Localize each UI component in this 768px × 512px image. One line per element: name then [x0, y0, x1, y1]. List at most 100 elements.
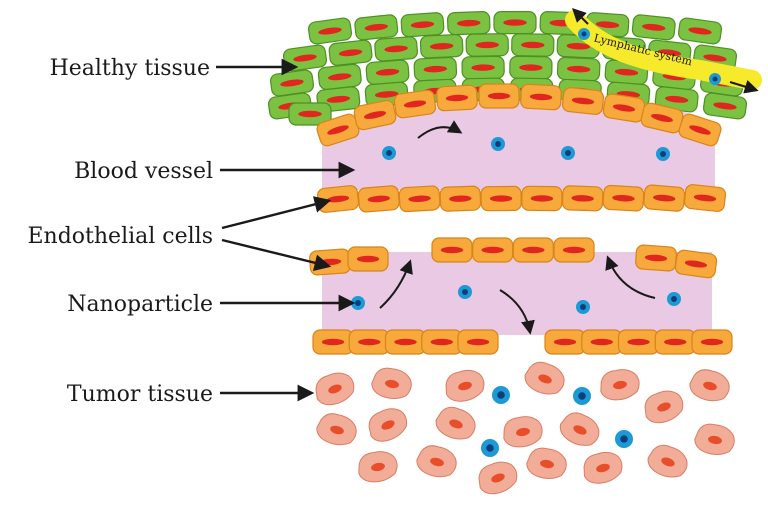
- nanoparticle: [492, 386, 510, 404]
- tumor-cell: [524, 361, 565, 395]
- endothelial-cell: [635, 244, 677, 272]
- endothelial-cells: [309, 83, 733, 355]
- flow-arrow-into-gap: [379, 259, 413, 309]
- tumor-cell: [445, 369, 485, 402]
- tumor-cell: [503, 416, 543, 448]
- healthy-cell: [509, 55, 553, 80]
- label-nanoparticle: Nanoparticle: [67, 292, 213, 317]
- healthy-cell: [400, 12, 445, 38]
- nanoparticle: [491, 137, 505, 151]
- endothelial-cell: [457, 329, 499, 355]
- tumor-cell: [315, 372, 355, 406]
- tumor-cell: [368, 408, 408, 442]
- healthy-cell: [465, 33, 509, 57]
- endothelial-cell: [561, 185, 604, 212]
- endothelial-cell: [553, 237, 595, 263]
- endothelial-cell: [683, 184, 727, 212]
- flow-arrows: [379, 120, 656, 335]
- endothelial-cell: [421, 329, 463, 355]
- nanoparticle: [578, 28, 590, 40]
- label-endothelial-cells: Endothelial cells: [27, 224, 213, 249]
- endothelial-cell: [357, 185, 400, 213]
- endothelial-cell: [643, 184, 686, 212]
- healthy-cell: [677, 17, 723, 45]
- healthy-cell: [269, 69, 315, 97]
- nanoparticle: [458, 285, 472, 299]
- flow-arrow-right: [605, 255, 656, 299]
- endothelial-cell: [439, 185, 482, 212]
- endothelial-cell: [544, 329, 586, 355]
- label-blood-vessel: Blood vessel: [74, 159, 213, 184]
- endothelial-cell: [398, 185, 441, 213]
- healthy-cell: [307, 17, 353, 45]
- endothelial-cell: [478, 83, 520, 109]
- healthy-cell: [511, 33, 555, 57]
- endothelial-cell: [353, 99, 397, 131]
- lymphatic-flow-arrow-up: [572, 8, 589, 25]
- endothelial-cell: [472, 237, 514, 263]
- endothelial-cell: [561, 87, 605, 115]
- healthy-cell: [288, 102, 332, 126]
- tumor-cell: [371, 367, 412, 399]
- label-arrows: [216, 58, 356, 402]
- healthy-cell: [702, 92, 748, 120]
- tumor-cell: [526, 447, 567, 479]
- endothelial-cell: [393, 89, 437, 119]
- endothelial-cell: [678, 113, 722, 147]
- tumor-cell: [644, 390, 684, 424]
- healthy-cell: [365, 59, 410, 85]
- label-healthy-tissue: Healthy tissue: [50, 56, 210, 81]
- healthy-cell: [419, 34, 464, 59]
- nanoparticle: [615, 430, 633, 448]
- tumor-cell: [358, 451, 398, 483]
- flow-arrow-extravasation: [499, 289, 535, 335]
- endothelial-cell: [654, 329, 696, 355]
- nanoparticle: [709, 73, 721, 85]
- endothelial-cell: [312, 329, 354, 355]
- tumor-cell: [647, 444, 688, 478]
- nanoparticle: [351, 296, 365, 310]
- nanoparticle: [382, 146, 396, 160]
- endothelial-cell: [347, 246, 389, 272]
- healthy-cell: [556, 56, 601, 82]
- tumor-cell: [478, 461, 518, 495]
- endothelial-cell: [316, 185, 360, 213]
- arrow-endothelial-upper: [221, 196, 332, 230]
- endothelial-cell: [436, 84, 478, 112]
- tumor-cell: [559, 412, 600, 446]
- healthy-cell: [413, 56, 458, 82]
- endothelial-cell: [521, 185, 563, 212]
- tumor-cell: [316, 413, 357, 446]
- nanoparticle: [561, 146, 575, 160]
- nanoparticle: [667, 292, 681, 306]
- endothelial-cell: [348, 329, 390, 355]
- endothelial-cell: [520, 83, 562, 111]
- healthy-cell: [447, 11, 491, 36]
- endothelial-cell: [617, 329, 660, 355]
- tumor-tissue: [315, 361, 735, 495]
- endothelial-cell: [431, 237, 473, 263]
- upper-vessel-lumen: [322, 99, 715, 190]
- healthy-tissue: [267, 11, 748, 126]
- healthy-cell: [328, 39, 373, 66]
- tumor-cell: [689, 369, 730, 402]
- healthy-cell: [374, 36, 418, 62]
- nanoparticle: [656, 147, 670, 161]
- nanoparticle: [573, 387, 591, 405]
- tumor-cell: [600, 369, 640, 401]
- healthy-cell: [631, 14, 676, 41]
- endothelial-cell: [480, 185, 522, 212]
- arrow-endothelial-lower: [221, 238, 332, 271]
- label-tumor-tissue: Tumor tissue: [67, 382, 213, 407]
- endothelial-cell: [674, 249, 718, 279]
- healthy-cell: [461, 55, 505, 80]
- endothelial-cell: [602, 184, 645, 212]
- tumor-cell: [435, 406, 476, 440]
- nanoparticle: [576, 300, 590, 314]
- endothelial-cell: [691, 329, 733, 355]
- endothelial-cell: [384, 329, 427, 355]
- flow-arrow-upper: [417, 120, 463, 139]
- endothelial-cell: [512, 237, 554, 263]
- healthy-cell: [493, 11, 537, 35]
- tumor-cell: [694, 423, 735, 455]
